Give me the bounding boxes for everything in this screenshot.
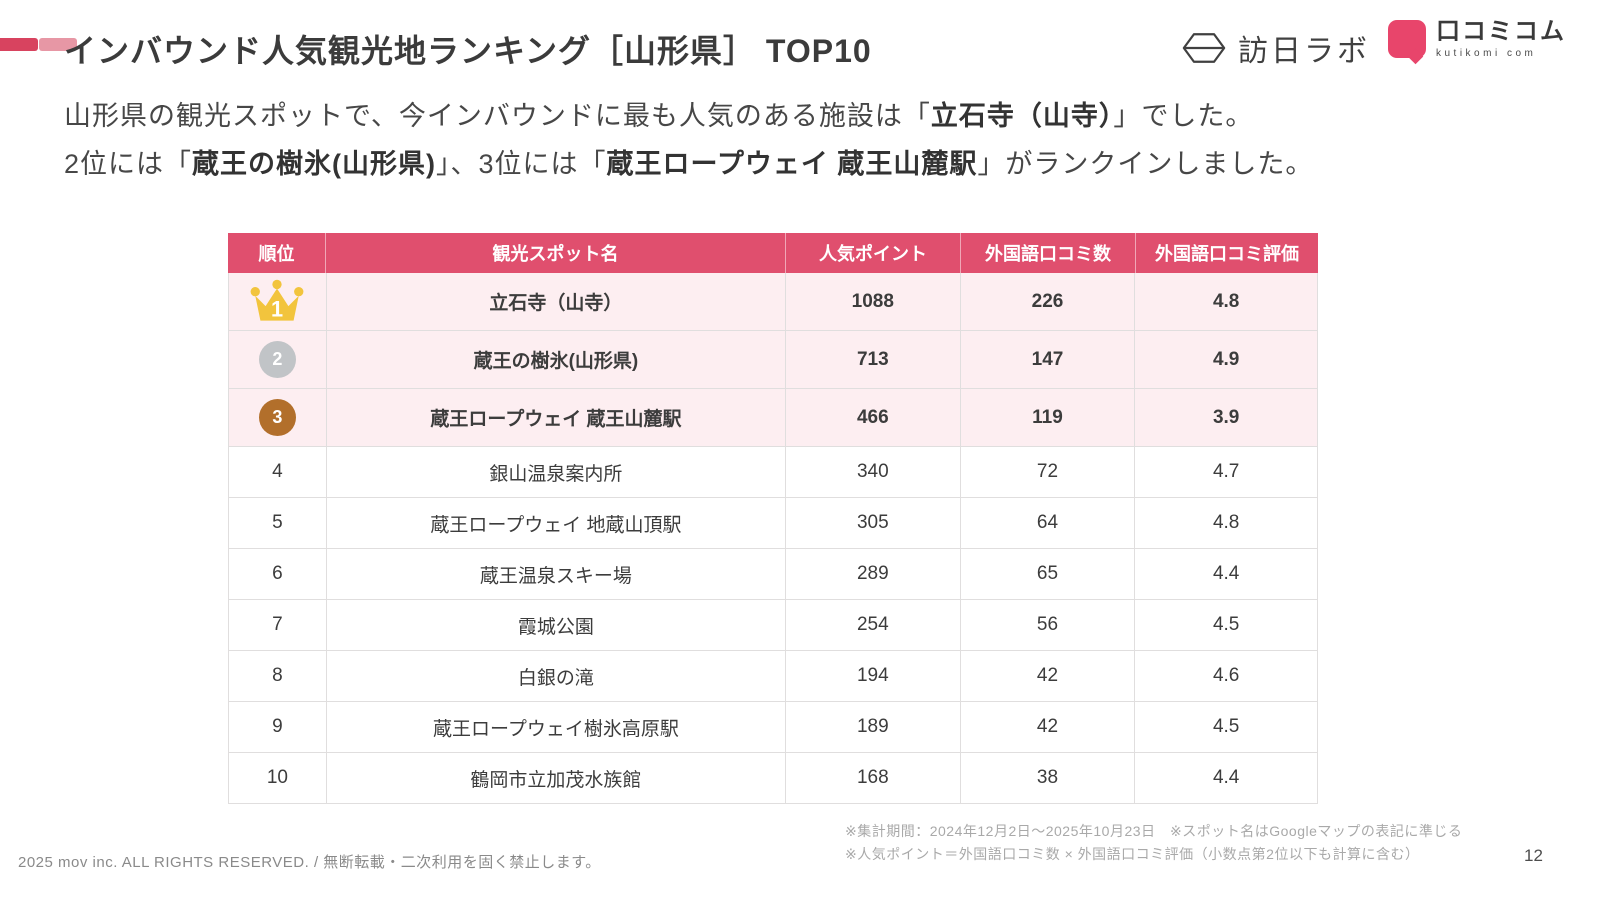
spot-name: 白銀の滝 [325, 651, 785, 701]
crown-icon: 1 [250, 279, 304, 321]
table-row-8: 8 白銀の滝 194 42 4.6 [229, 650, 1317, 701]
rank-cell: 4 [272, 461, 283, 482]
svg-text:1: 1 [271, 296, 283, 321]
spot-name: 霞城公園 [325, 600, 785, 650]
rank-cell: 2 [229, 331, 326, 388]
summary-line-2: 2位には「蔵王の樹氷(山形県)」、3位には「蔵王ロープウェイ 蔵王山麓駅」がラン… [64, 149, 1314, 179]
rating-value: 4.9 [1134, 331, 1317, 388]
points-value: 194 [784, 651, 960, 701]
hexagon-icon [1182, 33, 1226, 63]
reviews-value: 42 [959, 651, 1135, 701]
title-accent-dashes [0, 38, 77, 51]
spot-name: 蔵王温泉スキー場 [325, 549, 785, 599]
spot-name: 蔵王ロープウェイ 蔵王山麓駅 [325, 389, 785, 446]
rank-cell: 7 [272, 614, 283, 635]
points-value: 189 [784, 702, 960, 752]
spot-name: 銀山温泉案内所 [325, 447, 785, 497]
footnote-line-2: ※人気ポイント＝外国語口コミ数 × 外国語口コミ評価（小数点第2位以下も計算に含… [845, 846, 1420, 862]
points-value: 168 [784, 753, 960, 803]
rank-cell: 1 [229, 273, 326, 330]
spot-name: 蔵王ロープウェイ樹氷高原駅 [325, 702, 785, 752]
points-value: 254 [784, 600, 960, 650]
table-body: 1 立石寺（山寺） 1088 226 4.8 2 蔵王の樹氷(山形県) 713 … [228, 273, 1318, 804]
reviews-value: 42 [959, 702, 1135, 752]
rank-cell: 5 [272, 512, 283, 533]
table-row-1: 1 立石寺（山寺） 1088 226 4.8 [229, 273, 1317, 330]
rating-value: 3.9 [1134, 389, 1317, 446]
kutikomi-logo-text: 口コミコム [1436, 18, 1566, 45]
points-value: 305 [784, 498, 960, 548]
rating-value: 4.8 [1134, 273, 1317, 330]
rank-cell: 3 [229, 389, 326, 446]
houjitsu-lab-logo-text: 訪日ラボ [1238, 35, 1370, 68]
silver-rank-badge: 2 [258, 341, 296, 378]
table-header-row: 順位 観光スポット名 人気ポイント 外国語口コミ数 外国語口コミ評価 [228, 233, 1318, 273]
rank-cell: 9 [272, 716, 283, 737]
footnote-line-1: ※集計期間：2024年12月2日〜2025年10月23日 ※スポット名はGoog… [845, 823, 1463, 839]
page-number: 12 [1524, 846, 1543, 865]
column-header-name: 観光スポット名 [325, 233, 785, 273]
reviews-value: 226 [959, 273, 1135, 330]
points-value: 340 [784, 447, 960, 497]
summary-line-1: 山形県の観光スポットで、今インバウンドに最も人気のある施設は「立石寺（山寺）」で… [64, 101, 1254, 131]
reviews-value: 65 [959, 549, 1135, 599]
footnotes: ※集計期間：2024年12月2日〜2025年10月23日 ※スポット名はGoog… [845, 820, 1462, 866]
rating-value: 4.4 [1134, 753, 1317, 803]
rating-value: 4.5 [1134, 702, 1317, 752]
reviews-value: 72 [959, 447, 1135, 497]
speech-bubble-icon [1388, 20, 1426, 58]
table-row-10: 10 鶴岡市立加茂水族館 168 38 4.4 [229, 752, 1317, 803]
column-header-rating: 外国語口コミ評価 [1135, 233, 1318, 273]
spot-name: 鶴岡市立加茂水族館 [325, 753, 785, 803]
table-row-5: 5 蔵王ロープウェイ 地蔵山頂駅 305 64 4.8 [229, 497, 1317, 548]
rating-value: 4.7 [1134, 447, 1317, 497]
reviews-value: 64 [959, 498, 1135, 548]
points-value: 289 [784, 549, 960, 599]
ranking-table: 順位 観光スポット名 人気ポイント 外国語口コミ数 外国語口コミ評価 1 立石寺… [228, 233, 1318, 804]
kutikomi-logo-subtext: kutikomi com [1436, 48, 1537, 59]
spot-name: 立石寺（山寺） [325, 273, 785, 330]
reviews-value: 38 [959, 753, 1135, 803]
rank-cell: 10 [266, 767, 288, 788]
spot-name: 蔵王の樹氷(山形県) [325, 331, 785, 388]
rank-cell: 8 [272, 665, 283, 686]
column-header-rank: 順位 [258, 244, 295, 264]
table-row-2: 2 蔵王の樹氷(山形県) 713 147 4.9 [229, 330, 1317, 388]
table-row-4: 4 銀山温泉案内所 340 72 4.7 [229, 446, 1317, 497]
reviews-value: 119 [959, 389, 1135, 446]
kutikomi-logo: 口コミコム kutikomi com [1388, 20, 1566, 59]
summary-text: 山形県の観光スポットで、今インバウンドに最も人気のある施設は「立石寺（山寺）」で… [64, 92, 1313, 188]
page-title: インバウンド人気観光地ランキング［山形県］ TOP10 [64, 33, 872, 69]
table-row-7: 7 霞城公園 254 56 4.5 [229, 599, 1317, 650]
rating-value: 4.4 [1134, 549, 1317, 599]
reviews-value: 147 [959, 331, 1135, 388]
column-header-reviews: 外国語口コミ数 [960, 233, 1135, 273]
reviews-value: 56 [959, 600, 1135, 650]
points-value: 466 [784, 389, 960, 446]
column-header-points: 人気ポイント [785, 233, 960, 273]
accent-dash-light [39, 38, 77, 51]
rating-value: 4.6 [1134, 651, 1317, 701]
table-row-6: 6 蔵王温泉スキー場 289 65 4.4 [229, 548, 1317, 599]
rank-cell: 6 [272, 563, 283, 584]
bronze-rank-badge: 3 [258, 399, 296, 436]
points-value: 713 [784, 331, 960, 388]
points-value: 1088 [784, 273, 960, 330]
copyright-text: 2025 mov inc. ALL RIGHTS RESERVED. / 無断転… [18, 854, 601, 871]
table-row-9: 9 蔵王ロープウェイ樹氷高原駅 189 42 4.5 [229, 701, 1317, 752]
houjitsu-lab-logo: 訪日ラボ [1182, 26, 1370, 70]
table-row-3: 3 蔵王ロープウェイ 蔵王山麓駅 466 119 3.9 [229, 388, 1317, 446]
rating-value: 4.8 [1134, 498, 1317, 548]
rating-value: 4.5 [1134, 600, 1317, 650]
spot-name: 蔵王ロープウェイ 地蔵山頂駅 [325, 498, 785, 548]
accent-dash-dark [0, 38, 38, 51]
